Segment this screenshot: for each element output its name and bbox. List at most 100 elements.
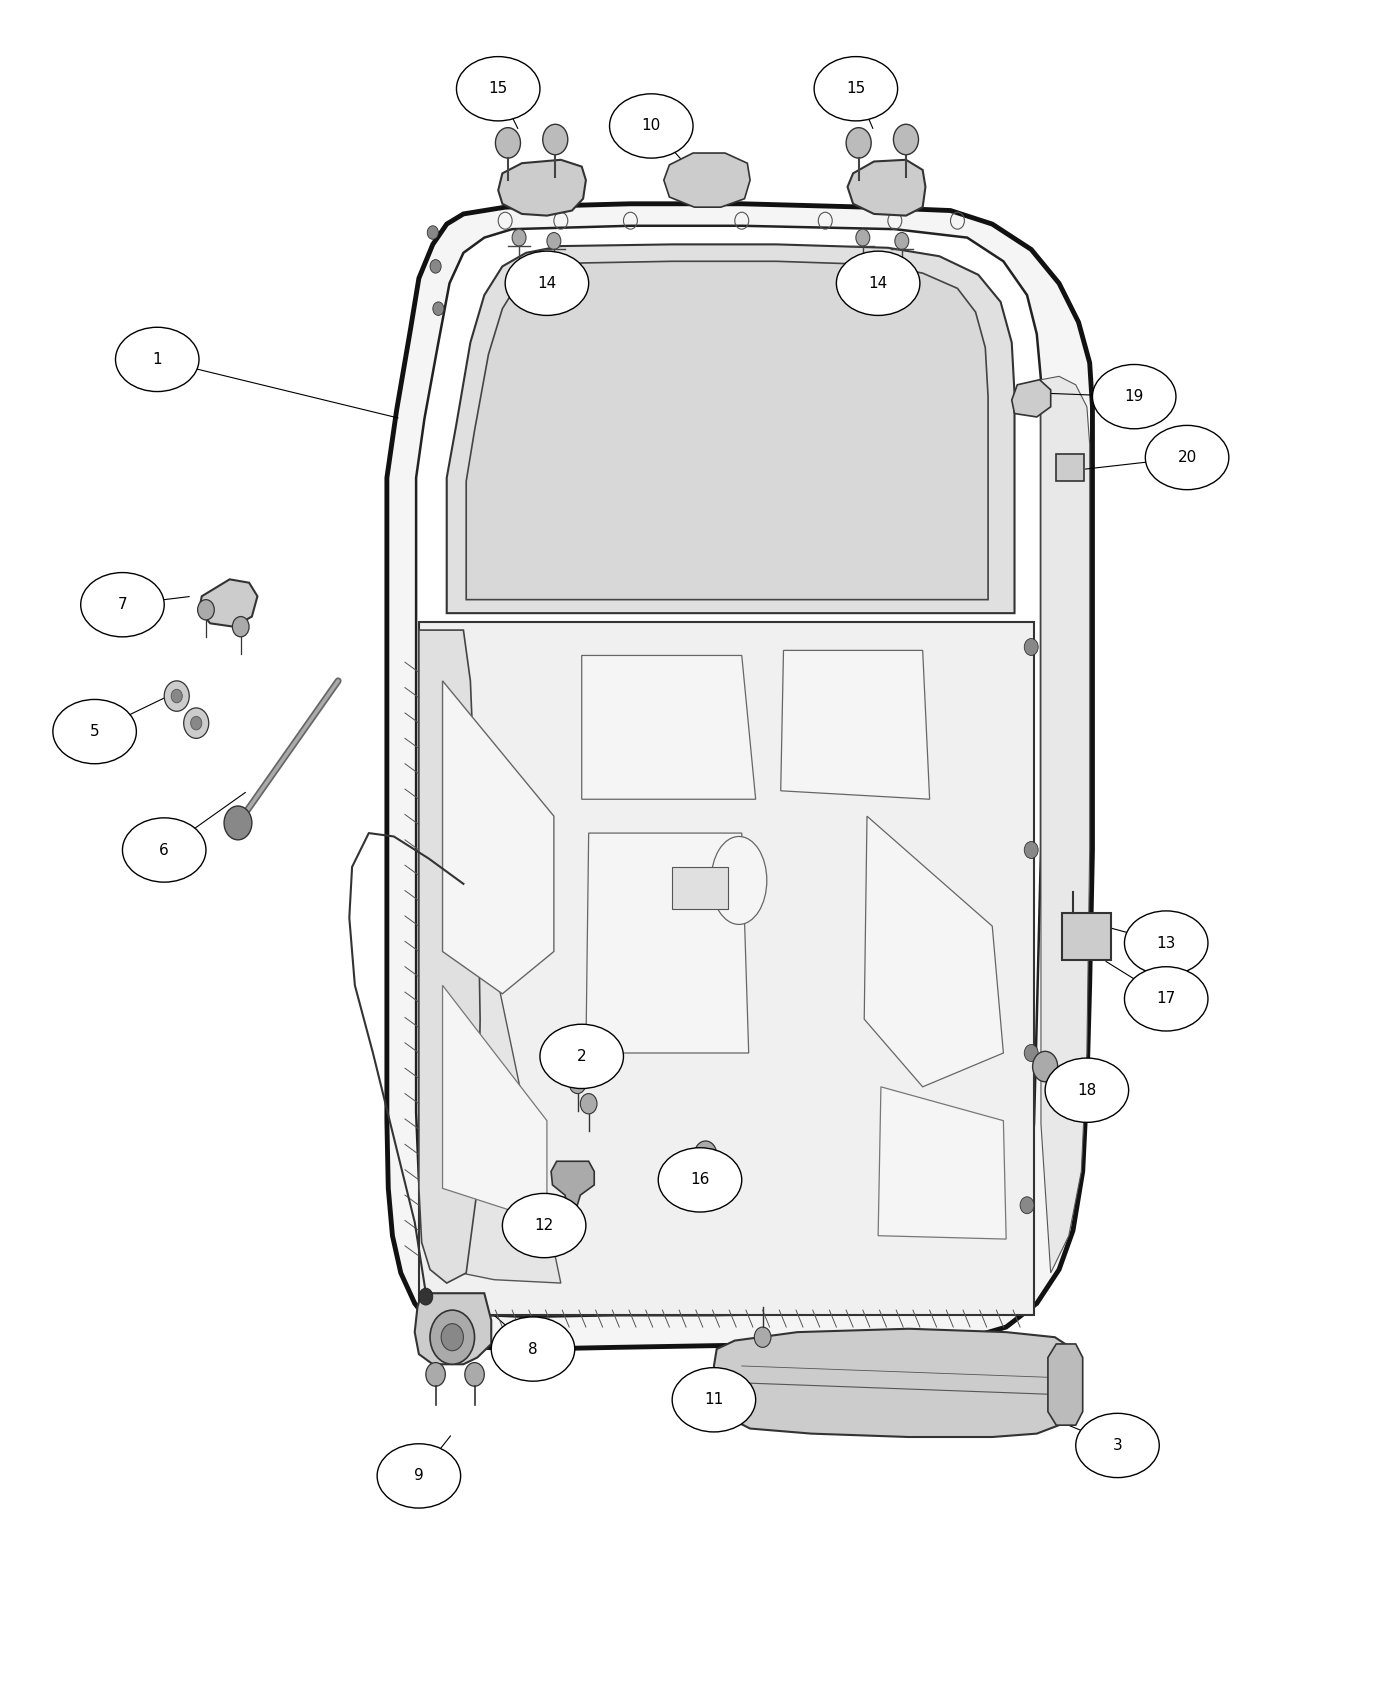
Circle shape [1025, 1044, 1039, 1061]
Ellipse shape [540, 1023, 623, 1088]
Ellipse shape [377, 1443, 461, 1508]
Circle shape [694, 1141, 717, 1168]
Polygon shape [442, 680, 554, 994]
Polygon shape [552, 1161, 594, 1236]
Circle shape [441, 1324, 463, 1352]
Polygon shape [447, 245, 1015, 614]
Polygon shape [199, 580, 258, 627]
Circle shape [893, 124, 918, 155]
Text: 15: 15 [489, 82, 508, 97]
FancyBboxPatch shape [1056, 454, 1084, 481]
Circle shape [183, 707, 209, 738]
Text: 14: 14 [538, 275, 557, 291]
Circle shape [496, 128, 521, 158]
Circle shape [465, 1363, 484, 1386]
Ellipse shape [609, 94, 693, 158]
Ellipse shape [1075, 1413, 1159, 1477]
Circle shape [427, 226, 438, 240]
Text: 17: 17 [1156, 991, 1176, 1006]
Ellipse shape [1145, 425, 1229, 490]
Circle shape [433, 303, 444, 316]
Ellipse shape [1046, 1057, 1128, 1122]
Text: 11: 11 [704, 1392, 724, 1408]
Text: 1: 1 [153, 352, 162, 367]
Polygon shape [781, 651, 930, 799]
Circle shape [171, 688, 182, 702]
Text: 19: 19 [1124, 389, 1144, 405]
Text: 8: 8 [528, 1341, 538, 1357]
Circle shape [430, 1311, 475, 1365]
Polygon shape [498, 160, 585, 216]
Circle shape [232, 617, 249, 638]
Ellipse shape [672, 1368, 756, 1431]
Ellipse shape [1124, 911, 1208, 976]
Polygon shape [419, 631, 480, 1284]
Ellipse shape [711, 836, 767, 925]
Polygon shape [864, 816, 1004, 1086]
Ellipse shape [456, 56, 540, 121]
Ellipse shape [1124, 967, 1208, 1030]
Text: 9: 9 [414, 1469, 424, 1484]
Circle shape [1025, 639, 1039, 656]
Polygon shape [714, 1329, 1078, 1436]
Text: 14: 14 [868, 275, 888, 291]
Circle shape [1025, 842, 1039, 858]
Polygon shape [878, 1086, 1007, 1239]
Ellipse shape [122, 818, 206, 882]
Polygon shape [1012, 379, 1050, 416]
Polygon shape [1049, 1345, 1082, 1425]
Circle shape [581, 1093, 596, 1114]
Text: 10: 10 [641, 119, 661, 134]
Text: 5: 5 [90, 724, 99, 740]
Circle shape [1033, 1051, 1057, 1081]
Ellipse shape [505, 252, 588, 316]
Text: 3: 3 [1113, 1438, 1123, 1454]
Polygon shape [416, 226, 1042, 1318]
Text: 6: 6 [160, 843, 169, 857]
Circle shape [426, 1363, 445, 1386]
Circle shape [570, 1073, 585, 1093]
Ellipse shape [53, 699, 136, 763]
Ellipse shape [815, 56, 897, 121]
Ellipse shape [503, 1193, 585, 1258]
Circle shape [895, 233, 909, 250]
Polygon shape [419, 622, 1035, 1316]
Text: 13: 13 [1156, 935, 1176, 950]
Circle shape [547, 233, 561, 250]
Circle shape [512, 230, 526, 246]
Circle shape [755, 1328, 771, 1348]
Ellipse shape [1092, 364, 1176, 428]
Polygon shape [386, 204, 1092, 1350]
Circle shape [197, 600, 214, 620]
FancyBboxPatch shape [1061, 913, 1110, 960]
Circle shape [855, 230, 869, 246]
Text: 15: 15 [846, 82, 865, 97]
Polygon shape [664, 153, 750, 207]
Text: 2: 2 [577, 1049, 587, 1064]
Circle shape [224, 806, 252, 840]
Polygon shape [1042, 376, 1089, 1273]
Text: 16: 16 [690, 1173, 710, 1187]
Text: 7: 7 [118, 597, 127, 612]
Polygon shape [672, 867, 728, 910]
Text: 12: 12 [535, 1217, 554, 1232]
Circle shape [846, 128, 871, 158]
Ellipse shape [658, 1148, 742, 1212]
Ellipse shape [81, 573, 164, 638]
Polygon shape [442, 986, 547, 1222]
Polygon shape [414, 1294, 491, 1365]
Text: 20: 20 [1177, 450, 1197, 466]
Circle shape [1021, 1197, 1035, 1214]
Polygon shape [582, 656, 756, 799]
Polygon shape [424, 631, 561, 1284]
Polygon shape [847, 160, 925, 216]
Ellipse shape [836, 252, 920, 316]
Ellipse shape [115, 328, 199, 391]
Text: 18: 18 [1077, 1083, 1096, 1098]
Polygon shape [466, 262, 988, 600]
Circle shape [543, 124, 568, 155]
Circle shape [164, 680, 189, 711]
Polygon shape [585, 833, 749, 1052]
Ellipse shape [491, 1318, 575, 1380]
Circle shape [430, 260, 441, 274]
